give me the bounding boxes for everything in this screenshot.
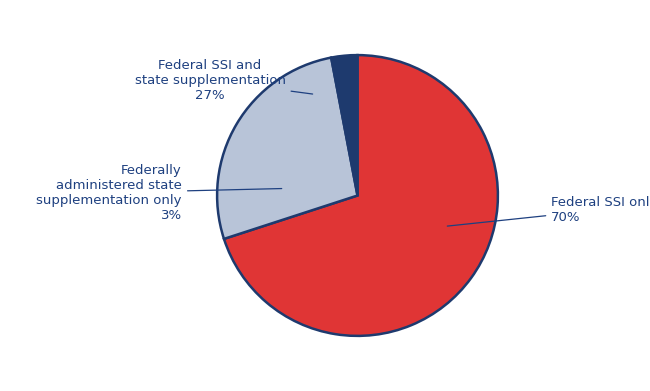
Wedge shape — [332, 55, 358, 196]
Text: Federal SSI only
70%: Federal SSI only 70% — [447, 196, 650, 226]
Wedge shape — [224, 55, 498, 336]
Text: Federally
administered state
supplementation only
3%: Federally administered state supplementa… — [36, 164, 281, 222]
Wedge shape — [217, 57, 358, 239]
Text: Federal SSI and
state supplementation
27%: Federal SSI and state supplementation 27… — [135, 59, 313, 102]
